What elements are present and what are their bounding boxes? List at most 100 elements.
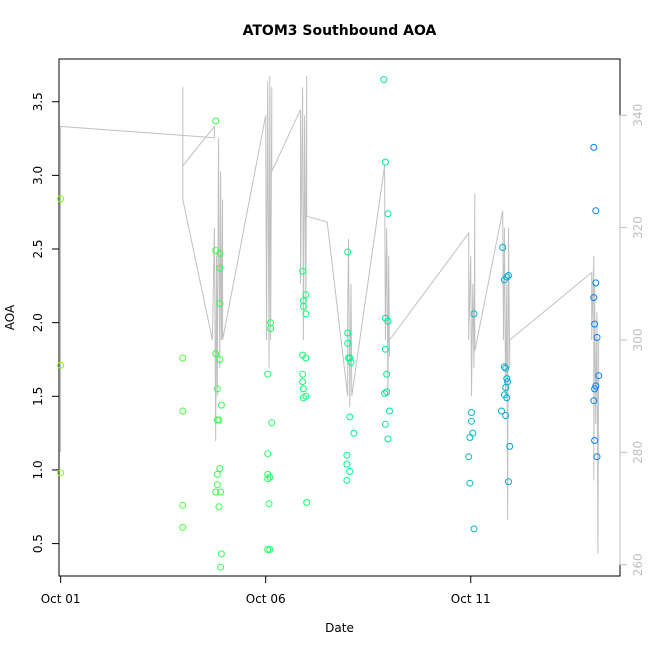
y-tick-label: 1.0 [31, 460, 45, 479]
data-point [350, 429, 358, 437]
data-point [213, 470, 221, 478]
data-point [57, 361, 65, 369]
data-point [216, 300, 224, 307]
line-series-path [60, 75, 600, 554]
data-point [380, 76, 388, 84]
data-point [299, 385, 307, 393]
data-point [179, 501, 187, 509]
data-point [592, 279, 600, 287]
y2-tick-label: 320 [631, 216, 645, 239]
data-point [212, 117, 220, 125]
data-point [179, 354, 187, 362]
data-point [57, 195, 65, 203]
data-point [502, 384, 510, 391]
y2-axis-right: 260 280 300 320 340 [619, 104, 645, 576]
data-point [268, 419, 276, 427]
data-point [502, 364, 510, 372]
data-point [468, 417, 475, 425]
data-point [57, 469, 65, 477]
data-point [343, 476, 351, 484]
data-point [215, 503, 223, 511]
data-point [381, 420, 389, 428]
data-point [470, 310, 478, 318]
x-axis-label: Date [325, 621, 354, 635]
data-point [299, 267, 307, 275]
data-point [466, 434, 474, 441]
data-point [499, 244, 507, 251]
data-point [267, 325, 275, 332]
data-point [505, 272, 512, 279]
data-point [504, 378, 512, 386]
data-point [506, 442, 514, 450]
y-tick-label: 2.5 [31, 239, 45, 258]
data-point [346, 413, 354, 421]
data-point [381, 389, 389, 397]
y-axis-label: AOA [3, 304, 17, 330]
data-point [213, 385, 221, 393]
y-axis: 0.5 1.0 1.5 2.0 2.5 3.0 3.5 [31, 92, 60, 553]
y2-tick-label: 340 [631, 104, 645, 127]
data-point [590, 294, 598, 302]
data-point [216, 465, 224, 472]
y-tick-label: 0.5 [31, 534, 45, 553]
data-point [386, 407, 393, 415]
chart-title: ATOM3 Southbound AOA [243, 23, 437, 39]
y-tick-label: 2.0 [31, 313, 45, 332]
data-point [215, 416, 223, 424]
data-point [179, 407, 187, 415]
data-point [346, 467, 354, 475]
data-point [381, 345, 389, 353]
data-point [503, 273, 511, 281]
y-tick-label: 1.5 [31, 387, 45, 406]
data-point [299, 394, 307, 402]
plot-frame [58, 58, 621, 577]
data-point [264, 370, 272, 378]
data-point [213, 481, 221, 489]
data-point [217, 550, 225, 558]
point-series-layer [57, 76, 603, 571]
data-point [590, 143, 598, 151]
data-point [347, 358, 355, 366]
x-tick-label: Oct 06 [246, 592, 286, 606]
data-point [346, 354, 354, 362]
data-point [343, 460, 351, 468]
x-axis: Oct 01 Oct 06 Oct 11 [41, 575, 491, 606]
data-point [265, 500, 273, 508]
data-point [593, 453, 601, 461]
y2-tick-label: 300 [631, 329, 645, 352]
data-point [216, 356, 224, 363]
data-point [466, 479, 474, 487]
data-point [591, 320, 599, 328]
data-point [595, 372, 603, 380]
data-point [303, 498, 311, 506]
data-point [299, 370, 307, 378]
data-point [299, 303, 307, 310]
data-point [590, 397, 598, 405]
data-point [593, 333, 601, 341]
data-point [469, 429, 477, 437]
data-point [344, 248, 352, 256]
data-point [344, 329, 352, 337]
data-point [264, 450, 272, 458]
data-point [503, 394, 511, 402]
data-point [217, 488, 225, 496]
data-point [500, 363, 508, 371]
y2-tick-label: 260 [631, 553, 645, 576]
data-point [302, 310, 310, 318]
y2-tick-label: 280 [631, 441, 645, 464]
data-point [468, 409, 475, 416]
data-point [591, 385, 599, 393]
data-point [302, 354, 310, 362]
data-point [470, 525, 478, 533]
data-point [217, 401, 225, 409]
data-point [465, 453, 473, 461]
data-point [591, 437, 599, 444]
x-tick-label: Oct 11 [451, 592, 491, 606]
data-point [264, 546, 272, 553]
data-point [505, 478, 512, 486]
data-point [264, 475, 272, 483]
data-point [343, 451, 351, 459]
data-point [384, 317, 392, 325]
data-point [383, 388, 391, 396]
data-point [217, 563, 225, 571]
